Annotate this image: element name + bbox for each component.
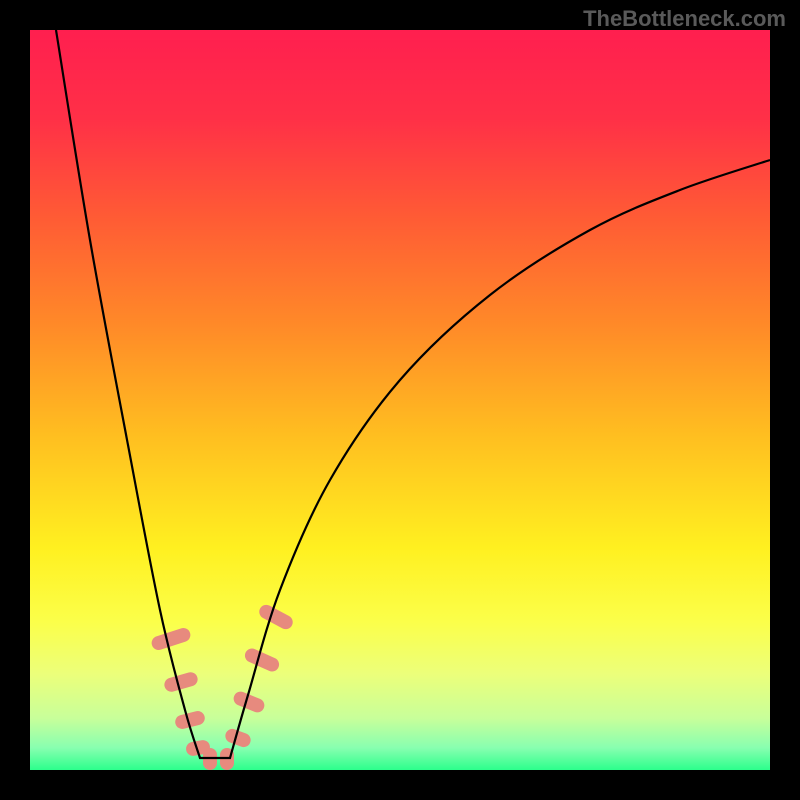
turning-marker [257,602,295,631]
turning-marker [243,646,282,673]
turning-zone-markers [150,602,295,770]
turning-marker [150,626,192,652]
plot-area [30,30,770,770]
watermark-text: TheBottleneck.com [583,6,786,32]
chart-svg [30,30,770,770]
turning-marker [163,671,200,694]
